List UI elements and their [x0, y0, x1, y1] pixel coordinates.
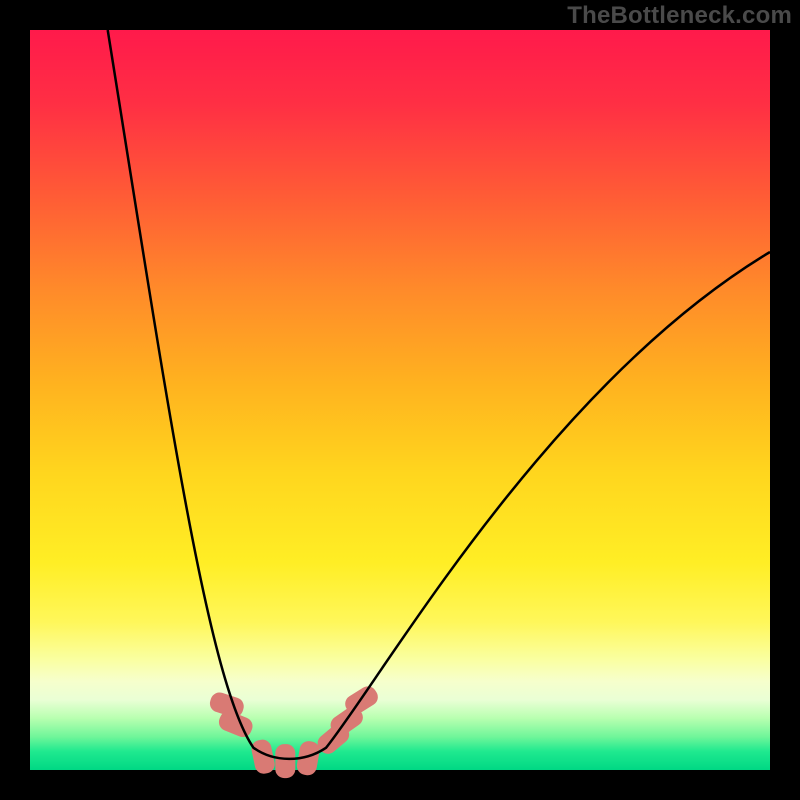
highlight-marker	[275, 744, 295, 778]
watermark-text: TheBottleneck.com	[567, 2, 792, 30]
bottleneck-curve	[108, 30, 770, 759]
chart-svg	[0, 0, 800, 800]
highlight-markers-group	[208, 683, 382, 778]
